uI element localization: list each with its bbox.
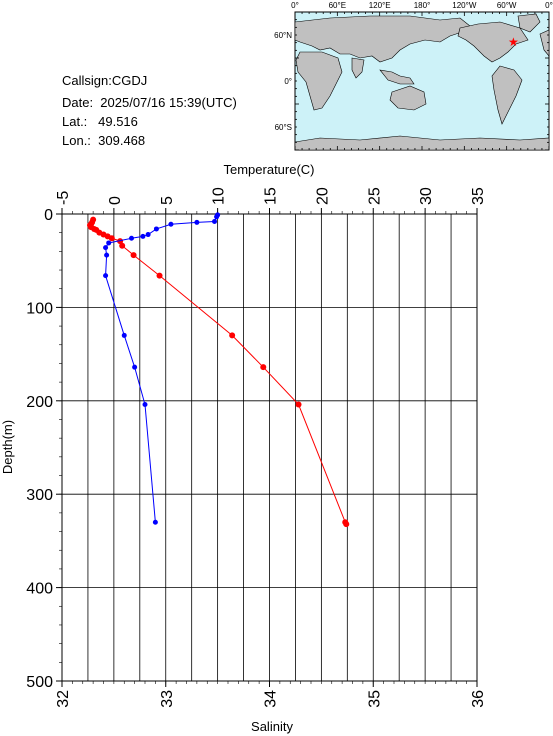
salinity-point bbox=[168, 221, 174, 227]
salinity-tick-label: 33 bbox=[159, 690, 176, 708]
date-text: Date: 2025/07/16 15:39(UTC) bbox=[62, 95, 237, 110]
salinity-point bbox=[132, 364, 138, 370]
temperature-axis-label: Temperature(C) bbox=[223, 162, 314, 177]
salinity-point bbox=[140, 233, 146, 239]
salinity-point bbox=[121, 332, 127, 338]
salinity-point bbox=[106, 240, 112, 246]
land-europe-east-edge bbox=[539, 29, 550, 57]
salinity-point bbox=[194, 219, 200, 225]
depth-tick-label: 100 bbox=[26, 300, 53, 317]
map-lon-labels: 0° 60°E 120°E 180° 120°W 60°W 0° bbox=[291, 1, 553, 10]
salinity-axis-label: Salinity bbox=[251, 719, 293, 734]
map-lon-label: 120°E bbox=[369, 1, 391, 10]
salinity-point bbox=[103, 245, 109, 251]
chart-series bbox=[87, 212, 350, 528]
depth-tick-label: 400 bbox=[26, 581, 53, 598]
temperature-point bbox=[119, 242, 126, 249]
temperature-tick-label: -5 bbox=[55, 191, 72, 205]
map-lon-label: 60°E bbox=[329, 1, 346, 10]
salinity-tick-label: 36 bbox=[470, 690, 487, 708]
world-map: 0° 60°E 120°E 180° 120°W 60°W 0° 60°N 0° 60°S ★ bbox=[274, 1, 553, 151]
temperature-point bbox=[108, 235, 115, 242]
map-lon-label: 0° bbox=[291, 1, 299, 10]
temperature-point bbox=[260, 364, 267, 371]
temperature-point bbox=[156, 272, 163, 279]
salinity-tick-label: 34 bbox=[263, 690, 280, 708]
temperature-tick-label: 0 bbox=[107, 196, 124, 205]
temperature-tick-label: 20 bbox=[314, 187, 331, 205]
map-lat-label: 60°S bbox=[275, 123, 292, 132]
map-lat-label: 60°N bbox=[274, 31, 292, 40]
temperature-tick-label: 5 bbox=[159, 196, 176, 205]
salinity-point bbox=[145, 232, 151, 238]
temperature-tick-label: 30 bbox=[418, 187, 435, 205]
land-greenland bbox=[517, 13, 541, 33]
salinity-tick-label: 35 bbox=[366, 690, 383, 708]
station-marker: ★ bbox=[508, 35, 519, 49]
temperature-tick-label: 35 bbox=[470, 187, 487, 205]
callsign-text: Callsign:CGDJ bbox=[62, 73, 148, 88]
temperature-profile-line bbox=[89, 219, 347, 525]
map-ticks bbox=[294, 11, 550, 151]
salinity-point bbox=[142, 402, 148, 408]
land-seasia bbox=[379, 69, 415, 85]
land-eurasia bbox=[294, 15, 471, 63]
salinity-tick-label: 32 bbox=[55, 690, 72, 708]
temperature-tick-label: 25 bbox=[366, 187, 383, 205]
map-lat-labels: 60°N 0° 60°S bbox=[274, 31, 292, 132]
depth-axis-label: Depth(m) bbox=[0, 420, 15, 474]
map-lon-label: 120°W bbox=[452, 1, 477, 10]
salinity-point bbox=[104, 252, 110, 258]
depth-tick-label: 500 bbox=[26, 674, 53, 691]
temperature-tick-label: 10 bbox=[211, 187, 228, 205]
map-lat-label: 0° bbox=[284, 77, 292, 86]
salinity-point bbox=[214, 214, 220, 220]
map-lon-label: 0° bbox=[545, 1, 553, 10]
land-africa bbox=[295, 51, 343, 111]
land-australia bbox=[389, 85, 427, 111]
land-south-america bbox=[491, 65, 523, 125]
depth-tick-label: 200 bbox=[26, 394, 53, 411]
map-land bbox=[294, 13, 550, 151]
land-india bbox=[351, 57, 365, 79]
temperature-tick-label: 15 bbox=[263, 187, 280, 205]
depth-tick-label: 300 bbox=[26, 487, 53, 504]
temperature-point bbox=[343, 521, 350, 528]
salinity-point bbox=[103, 273, 109, 279]
map-lon-label: 180° bbox=[414, 1, 431, 10]
chart-grid bbox=[61, 213, 478, 682]
latitude-text: Lat.: 49.516 bbox=[62, 114, 138, 129]
temperature-point bbox=[295, 401, 302, 408]
temperature-point bbox=[229, 332, 236, 339]
salinity-point bbox=[152, 519, 158, 525]
depth-tick-label: 0 bbox=[44, 207, 53, 224]
salinity-point bbox=[129, 235, 135, 241]
longitude-text: Lon.: 309.468 bbox=[62, 133, 146, 148]
salinity-point bbox=[153, 226, 159, 232]
salinity-point bbox=[212, 218, 218, 224]
map-lon-label: 60°W bbox=[497, 1, 517, 10]
salinity-profile-line bbox=[105, 214, 219, 523]
land-north-america bbox=[457, 21, 529, 63]
temperature-point bbox=[130, 252, 137, 259]
